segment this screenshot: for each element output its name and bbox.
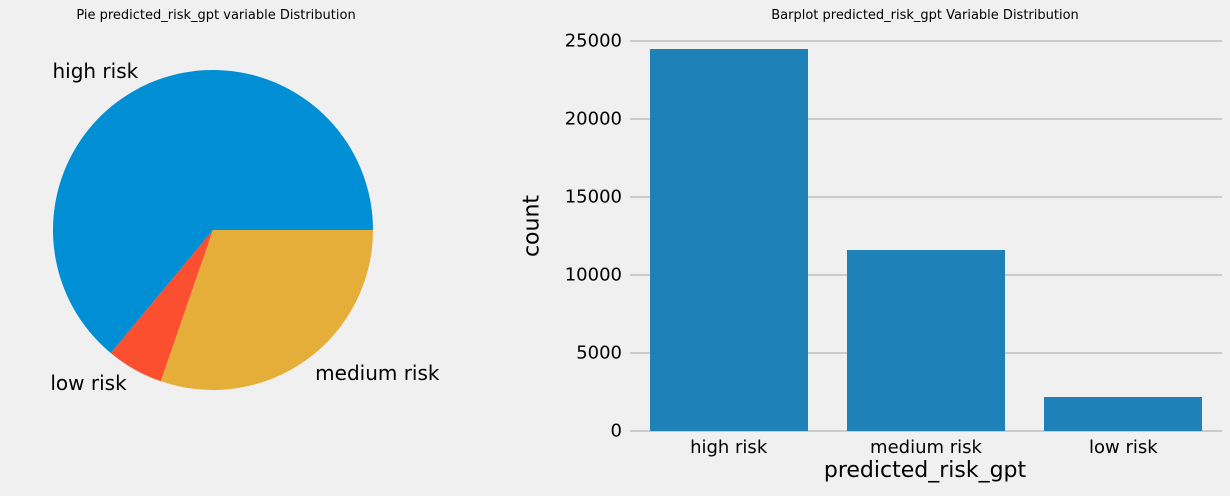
pie-slice-label-medium-risk: medium risk — [315, 361, 440, 386]
pie-chart-title: Pie predicted_risk_gpt variable Distribu… — [76, 8, 356, 23]
x-axis-label: predicted_risk_gpt — [823, 458, 1027, 483]
x-tick-label-low-risk: low risk — [1088, 437, 1158, 458]
y-tick-label-20000: 20000 — [564, 108, 622, 130]
y-axis-label: count — [519, 194, 545, 258]
pie-plot-area — [53, 69, 374, 390]
y-tick-label-25000: 25000 — [564, 30, 622, 52]
gridline-0 — [630, 430, 1222, 432]
pie-slice-medium-risk — [160, 230, 373, 390]
x-tick-label-high-risk: high risk — [690, 437, 768, 458]
pie-slice-label-low-risk: low risk — [50, 371, 127, 396]
bar-low-risk — [1044, 396, 1203, 431]
y-tick-label-10000: 10000 — [564, 264, 622, 286]
bar-medium-risk — [847, 250, 1005, 431]
gridline-20000 — [630, 118, 1222, 120]
pie-slice-label-high-risk: high risk — [52, 58, 139, 83]
pie-slice-low-risk — [110, 230, 213, 382]
bar-high-risk — [649, 48, 808, 431]
gridline-15000 — [630, 196, 1222, 198]
bar-chart-title: Barplot predicted_risk_gpt Variable Dist… — [771, 8, 1079, 23]
y-tick-label-0: 0 — [610, 420, 622, 442]
y-tick-label-5000: 5000 — [576, 342, 622, 364]
y-tick-label-15000: 15000 — [564, 186, 622, 208]
pie-slice-high-risk — [53, 69, 374, 354]
x-tick-label-medium-risk: medium risk — [870, 437, 982, 458]
gridline-25000 — [630, 40, 1222, 42]
